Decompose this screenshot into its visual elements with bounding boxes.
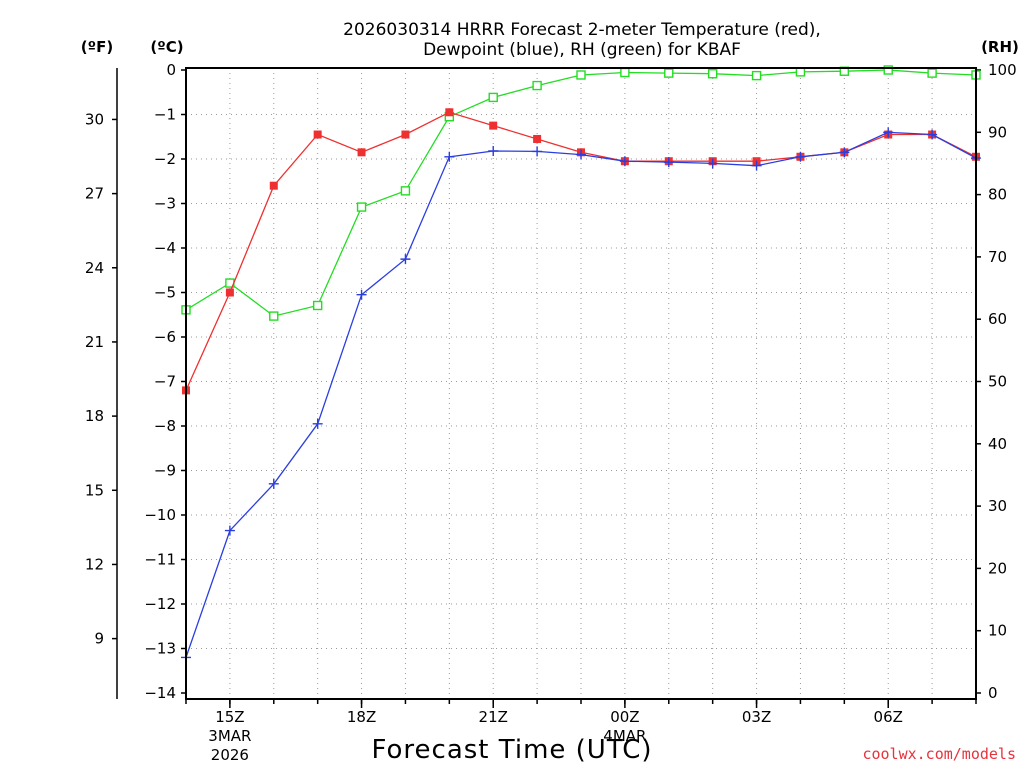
dewpoint-point <box>576 149 586 160</box>
celsius-tick-label: −10 <box>144 506 176 524</box>
rh-point <box>576 70 586 80</box>
fahrenheit-tick-label: 21 <box>85 333 104 351</box>
x-tick-year-label: 2026 <box>211 746 249 764</box>
chart-title-line-1: 2026030314 HRRR Forecast 2-meter Tempera… <box>343 20 821 40</box>
rh-point <box>664 68 674 78</box>
temperature-point <box>533 134 542 143</box>
rh-tick-label: 90 <box>988 123 1007 141</box>
dewpoint-point <box>927 129 938 140</box>
x-tick-label: 03Z <box>742 708 771 726</box>
x-axis-title: Forecast Time (UTC) <box>371 735 652 765</box>
temperature-point <box>269 181 278 190</box>
x-tick-date-label: 4MAR <box>603 727 646 745</box>
rh-point <box>312 300 323 311</box>
rh-tick-label: 80 <box>988 186 1007 204</box>
temperature-point <box>357 148 366 157</box>
fahrenheit-tick-label: 30 <box>85 110 104 128</box>
dewpoint-point <box>751 160 762 171</box>
temperature-point <box>445 108 454 117</box>
rh-point <box>269 311 279 321</box>
dewpoint-point <box>839 147 850 158</box>
rh-point <box>532 80 542 91</box>
rh-tick-label: 30 <box>988 497 1007 515</box>
dewpoint-point <box>619 156 630 167</box>
dewpoint-series <box>181 127 981 663</box>
dewpoint-point <box>532 146 543 157</box>
rh-point <box>620 67 630 78</box>
x-tick-label: 18Z <box>347 708 376 726</box>
rh-tick-label: 100 <box>988 61 1017 79</box>
rh-tick-label: 20 <box>988 559 1007 577</box>
rh-point <box>707 69 718 79</box>
fahrenheit-unit-label: (ºF) <box>81 38 113 56</box>
dewpoint-point <box>795 151 806 162</box>
celsius-axis: 0 −1 −2 −3 −4 −5 −6 −7 −8 −9 −10 −11 −12 −13 −14 <box>144 61 186 702</box>
rh-point <box>927 68 937 78</box>
rh-tick-label: 50 <box>988 373 1007 391</box>
rh-point <box>488 92 498 103</box>
fahrenheit-axis: 30 27 24 21 18 15 12 9 <box>85 68 118 699</box>
rh-point <box>356 202 367 212</box>
celsius-tick-label: −14 <box>144 684 176 702</box>
chart-title-line-2: Dewpoint (blue), RH (green) for KBAF <box>423 40 741 60</box>
rh-tick-label: 70 <box>988 248 1007 266</box>
dewpoint-point <box>883 127 894 138</box>
credit-text: coolwx.com/models <box>862 745 1016 763</box>
celsius-tick-label: −4 <box>154 239 176 257</box>
celsius-tick-label: −6 <box>154 328 176 346</box>
rh-tick-label: 10 <box>988 622 1007 640</box>
celsius-tick-label: −12 <box>144 595 176 613</box>
x-tick-date-label: 3MAR <box>208 727 251 745</box>
dewpoint-point <box>312 418 323 429</box>
dewpoint-point <box>400 254 411 265</box>
rh-unit-label: (RH) <box>981 38 1019 56</box>
x-tick-label: 15Z <box>215 708 244 726</box>
rh-series <box>181 65 981 321</box>
dewpoint-point <box>268 478 279 489</box>
dewpoint-point <box>224 525 235 536</box>
dewpoint-point <box>663 157 674 168</box>
celsius-tick-label: −1 <box>154 106 176 124</box>
rh-tick-label: 40 <box>988 435 1007 453</box>
x-tick-label: 00Z <box>610 708 639 726</box>
rh-point <box>795 67 806 77</box>
rh-point <box>400 186 411 196</box>
rh-tick-label: 60 <box>988 310 1007 328</box>
celsius-tick-label: 0 <box>166 61 176 79</box>
celsius-tick-label: −2 <box>154 150 176 168</box>
plot-frame <box>185 67 977 700</box>
grid-lines <box>186 68 976 699</box>
temperature-point <box>313 130 322 139</box>
dewpoint-point <box>356 289 367 300</box>
temperature-point <box>225 288 234 297</box>
rh-point <box>751 70 762 81</box>
temperature-point <box>401 130 410 139</box>
celsius-tick-label: −9 <box>154 462 176 480</box>
fahrenheit-tick-label: 18 <box>85 407 104 425</box>
fahrenheit-tick-label: 27 <box>85 185 104 203</box>
temperature-point <box>489 121 498 130</box>
x-tick-label: 21Z <box>479 708 508 726</box>
celsius-tick-label: −7 <box>154 373 176 391</box>
rh-point <box>883 65 893 75</box>
celsius-tick-label: −13 <box>144 640 176 658</box>
x-tick-label: 06Z <box>874 708 903 726</box>
celsius-tick-label: −3 <box>154 195 176 213</box>
series-layer <box>181 65 981 663</box>
celsius-unit-label: (ºC) <box>150 38 183 56</box>
dewpoint-point <box>444 151 455 162</box>
rh-tick-label: 0 <box>988 684 998 702</box>
dewpoint-point <box>488 145 499 156</box>
celsius-tick-label: −11 <box>144 551 176 569</box>
fahrenheit-tick-label: 15 <box>85 481 104 499</box>
fahrenheit-tick-label: 9 <box>94 630 104 648</box>
fahrenheit-tick-label: 12 <box>85 555 104 573</box>
celsius-tick-label: −5 <box>154 284 176 302</box>
dewpoint-point <box>707 158 718 169</box>
celsius-tick-label: −8 <box>154 417 176 435</box>
fahrenheit-tick-label: 24 <box>85 259 104 277</box>
